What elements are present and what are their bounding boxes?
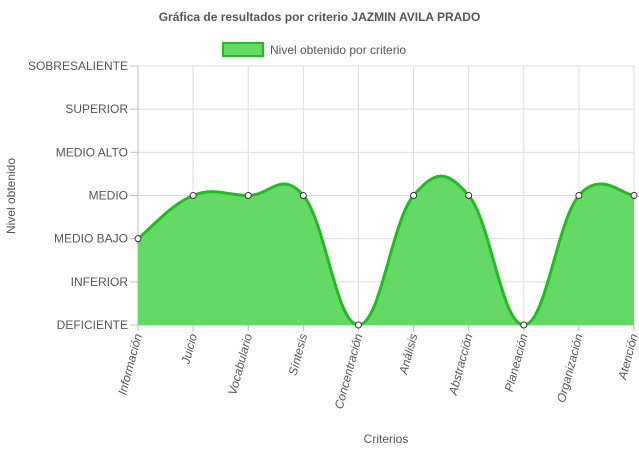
chart-title: Gráfica de resultados por criterio JAZMI…: [159, 10, 481, 24]
y-tick-label: DEFICIENTE: [57, 318, 128, 332]
data-point[interactable]: [299, 192, 307, 199]
x-axis-title: Criterios: [364, 432, 409, 446]
data-point[interactable]: [630, 192, 638, 199]
x-tick-label: Atención: [615, 332, 639, 382]
data-point[interactable]: [465, 192, 473, 199]
y-tick-label: INFERIOR: [71, 275, 129, 289]
x-tick-label: Juicio: [178, 332, 200, 367]
x-tick-label: Concentración: [332, 332, 366, 411]
y-tick-label: MEDIO ALTO: [56, 145, 128, 159]
legend[interactable]: Nivel obtenido por criterio: [222, 42, 406, 57]
y-tick-label: MEDIO BAJO: [54, 232, 128, 246]
x-tick-label: Análisis: [396, 332, 420, 377]
x-tick-label: Información: [115, 332, 145, 396]
series: [134, 174, 638, 329]
y-tick-label: MEDIO: [89, 189, 128, 203]
area-fill: [138, 176, 634, 325]
legend-swatch: [222, 42, 264, 57]
series-line: [137, 174, 635, 327]
x-tick-label: Planeación: [502, 332, 531, 393]
data-point[interactable]: [575, 192, 583, 199]
x-tick-label: Síntesis: [286, 332, 311, 377]
data-point[interactable]: [134, 235, 142, 243]
data-point[interactable]: [520, 321, 528, 329]
data-point[interactable]: [410, 192, 418, 199]
y-axis: DEFICIENTE INFERIOR MEDIO BAJO MEDIO MEDIO A…: [28, 59, 128, 332]
y-axis-title: Nivel obtenido: [4, 158, 18, 234]
y-tick-label: SOBRESALIENTE: [28, 59, 128, 73]
y-tick-label: SUPERIOR: [65, 102, 128, 116]
data-point[interactable]: [354, 321, 362, 329]
x-tick-label: Abstracción: [446, 332, 476, 397]
data-point[interactable]: [189, 192, 197, 199]
legend-label: Nivel obtenido por criterio: [270, 43, 406, 57]
x-axis: Información Juicio Vocabulario Síntesis Conc…: [115, 332, 639, 411]
x-tick-label: Organización: [554, 332, 586, 404]
data-point[interactable]: [244, 192, 252, 199]
x-tick-label: Vocabulario: [225, 332, 255, 397]
